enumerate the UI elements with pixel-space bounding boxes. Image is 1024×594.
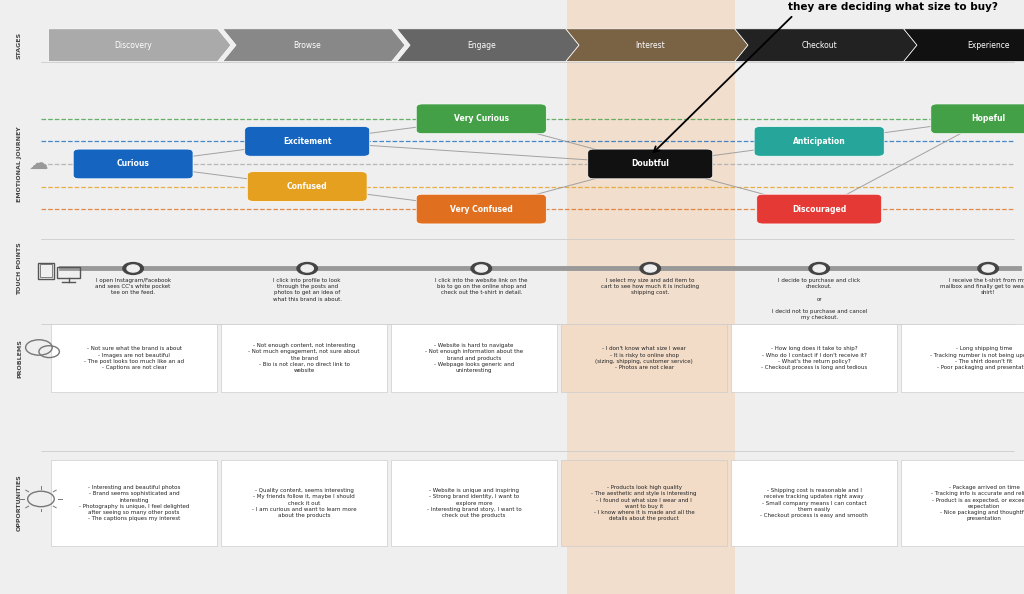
Text: - Shipping cost is reasonable and I
receive tracking updates right away
- Small : - Shipping cost is reasonable and I rece… [760, 488, 868, 518]
FancyBboxPatch shape [391, 324, 557, 392]
Circle shape [982, 265, 994, 272]
Text: Hopeful: Hopeful [971, 114, 1006, 124]
Text: ☁: ☁ [29, 154, 49, 173]
Text: - Long shipping time
- Tracking number is not being updated
- The shirt doesn't : - Long shipping time - Tracking number i… [930, 346, 1024, 370]
FancyBboxPatch shape [731, 460, 897, 546]
Text: Very Curious: Very Curious [454, 114, 509, 124]
Text: - Interesting and beautiful photos
- Brand seems sophisticated and
interesting
-: - Interesting and beautiful photos - Bra… [79, 485, 189, 521]
Bar [38, 263, 54, 279]
Text: EMOTIONAL JOURNEY: EMOTIONAL JOURNEY [17, 126, 22, 202]
FancyBboxPatch shape [74, 149, 193, 179]
Text: Curious: Curious [117, 159, 150, 169]
FancyBboxPatch shape [931, 104, 1024, 134]
Text: Engage: Engage [467, 40, 496, 50]
Text: - Website is hard to navigate
- Not enough information about the
brand and produ: - Website is hard to navigate - Not enou… [425, 343, 523, 373]
Text: I open Instagram/Facebook
and sees CC's white pocket
tee on the feed.: I open Instagram/Facebook and sees CC's … [95, 278, 171, 295]
FancyBboxPatch shape [245, 127, 370, 156]
Text: I decide to purchase and click
checkout.

or

I decid not to purchase and cancel: I decide to purchase and click checkout.… [771, 278, 867, 320]
Text: Discouraged: Discouraged [793, 204, 846, 214]
Polygon shape [222, 29, 406, 61]
Circle shape [475, 265, 487, 272]
Text: - Website is unique and inspiring
- Strong brand identity, I want to
explore mor: - Website is unique and inspiring - Stro… [427, 488, 521, 518]
FancyBboxPatch shape [416, 104, 547, 134]
Text: Confused: Confused [287, 182, 328, 191]
Text: OPPORTUNITIES: OPPORTUNITIES [17, 475, 22, 532]
FancyBboxPatch shape [221, 460, 387, 546]
Text: - Quality content, seems interesting
- My friends follow it, maybe I should
chec: - Quality content, seems interesting - M… [252, 488, 356, 518]
Text: Excitement: Excitement [283, 137, 332, 146]
Text: Discovery: Discovery [115, 40, 152, 50]
FancyBboxPatch shape [588, 149, 713, 179]
Polygon shape [49, 29, 231, 61]
FancyBboxPatch shape [561, 324, 727, 392]
Text: I select my size and add item to
cart to see how much it is including
shipping c: I select my size and add item to cart to… [601, 278, 699, 295]
Text: - How long does it take to ship?
- Who do I contact if I don't receive it?
- Wha: - How long does it take to ship? - Who d… [761, 346, 867, 370]
Text: - Package arrived on time
- Tracking info is accurate and reliable
- Product is : - Package arrived on time - Tracking inf… [932, 485, 1024, 521]
Text: Experience: Experience [967, 40, 1010, 50]
Circle shape [813, 265, 825, 272]
Text: I click into profile to look
through the posts and
photos to get an idea of
what: I click into profile to look through the… [272, 278, 342, 302]
Text: Doubtful: Doubtful [632, 159, 669, 169]
Circle shape [644, 265, 656, 272]
Text: - Products look high quality
- The aesthetic and style is interesting
- I found : - Products look high quality - The aesth… [591, 485, 697, 521]
Text: I receive the t-shirt from my
mailbox and finally get to wear the
shirt!: I receive the t-shirt from my mailbox an… [940, 278, 1024, 295]
FancyBboxPatch shape [391, 460, 557, 546]
FancyBboxPatch shape [51, 324, 217, 392]
Bar [567, 0, 735, 594]
Polygon shape [735, 29, 918, 61]
Text: - I don't know what size I wear
- It is risky to online shop
(sizing, shipping, : - I don't know what size I wear - It is … [595, 346, 693, 370]
Circle shape [809, 263, 829, 274]
Text: Interest: Interest [635, 40, 666, 50]
Circle shape [640, 263, 660, 274]
Polygon shape [565, 29, 748, 61]
Bar [40, 264, 52, 277]
Circle shape [471, 263, 492, 274]
Circle shape [301, 265, 313, 272]
Bar [57, 267, 80, 278]
FancyBboxPatch shape [901, 460, 1024, 546]
Text: PROBLEMS: PROBLEMS [17, 339, 22, 378]
FancyBboxPatch shape [757, 194, 882, 224]
Text: Browse: Browse [293, 40, 322, 50]
Polygon shape [903, 29, 1024, 61]
FancyBboxPatch shape [51, 460, 217, 546]
FancyBboxPatch shape [561, 460, 727, 546]
FancyBboxPatch shape [901, 324, 1024, 392]
Circle shape [297, 263, 317, 274]
FancyBboxPatch shape [221, 324, 387, 392]
Text: - Not enough content, not interesting
- Not much engagement, not sure about
the : - Not enough content, not interesting - … [249, 343, 359, 373]
Text: STAGES: STAGES [17, 31, 22, 59]
Text: Anticipation: Anticipation [793, 137, 846, 146]
Circle shape [127, 265, 139, 272]
FancyBboxPatch shape [754, 127, 885, 156]
Text: How can I alleviate customer doubts when
they are deciding what size to buy?: How can I alleviate customer doubts when… [788, 0, 1024, 12]
Text: Very Confused: Very Confused [450, 204, 513, 214]
FancyBboxPatch shape [416, 194, 547, 224]
Text: I click into the website link on the
bio to go on the online shop and
check out : I click into the website link on the bio… [435, 278, 527, 295]
Circle shape [123, 263, 143, 274]
FancyBboxPatch shape [248, 172, 367, 201]
Polygon shape [396, 29, 580, 61]
FancyBboxPatch shape [731, 324, 897, 392]
Circle shape [978, 263, 998, 274]
Text: TOUCH POINTS: TOUCH POINTS [17, 242, 22, 295]
Text: Checkout: Checkout [802, 40, 837, 50]
Text: - Not sure what the brand is about
- Images are not beautiful
- The post looks t: - Not sure what the brand is about - Ima… [84, 346, 184, 370]
